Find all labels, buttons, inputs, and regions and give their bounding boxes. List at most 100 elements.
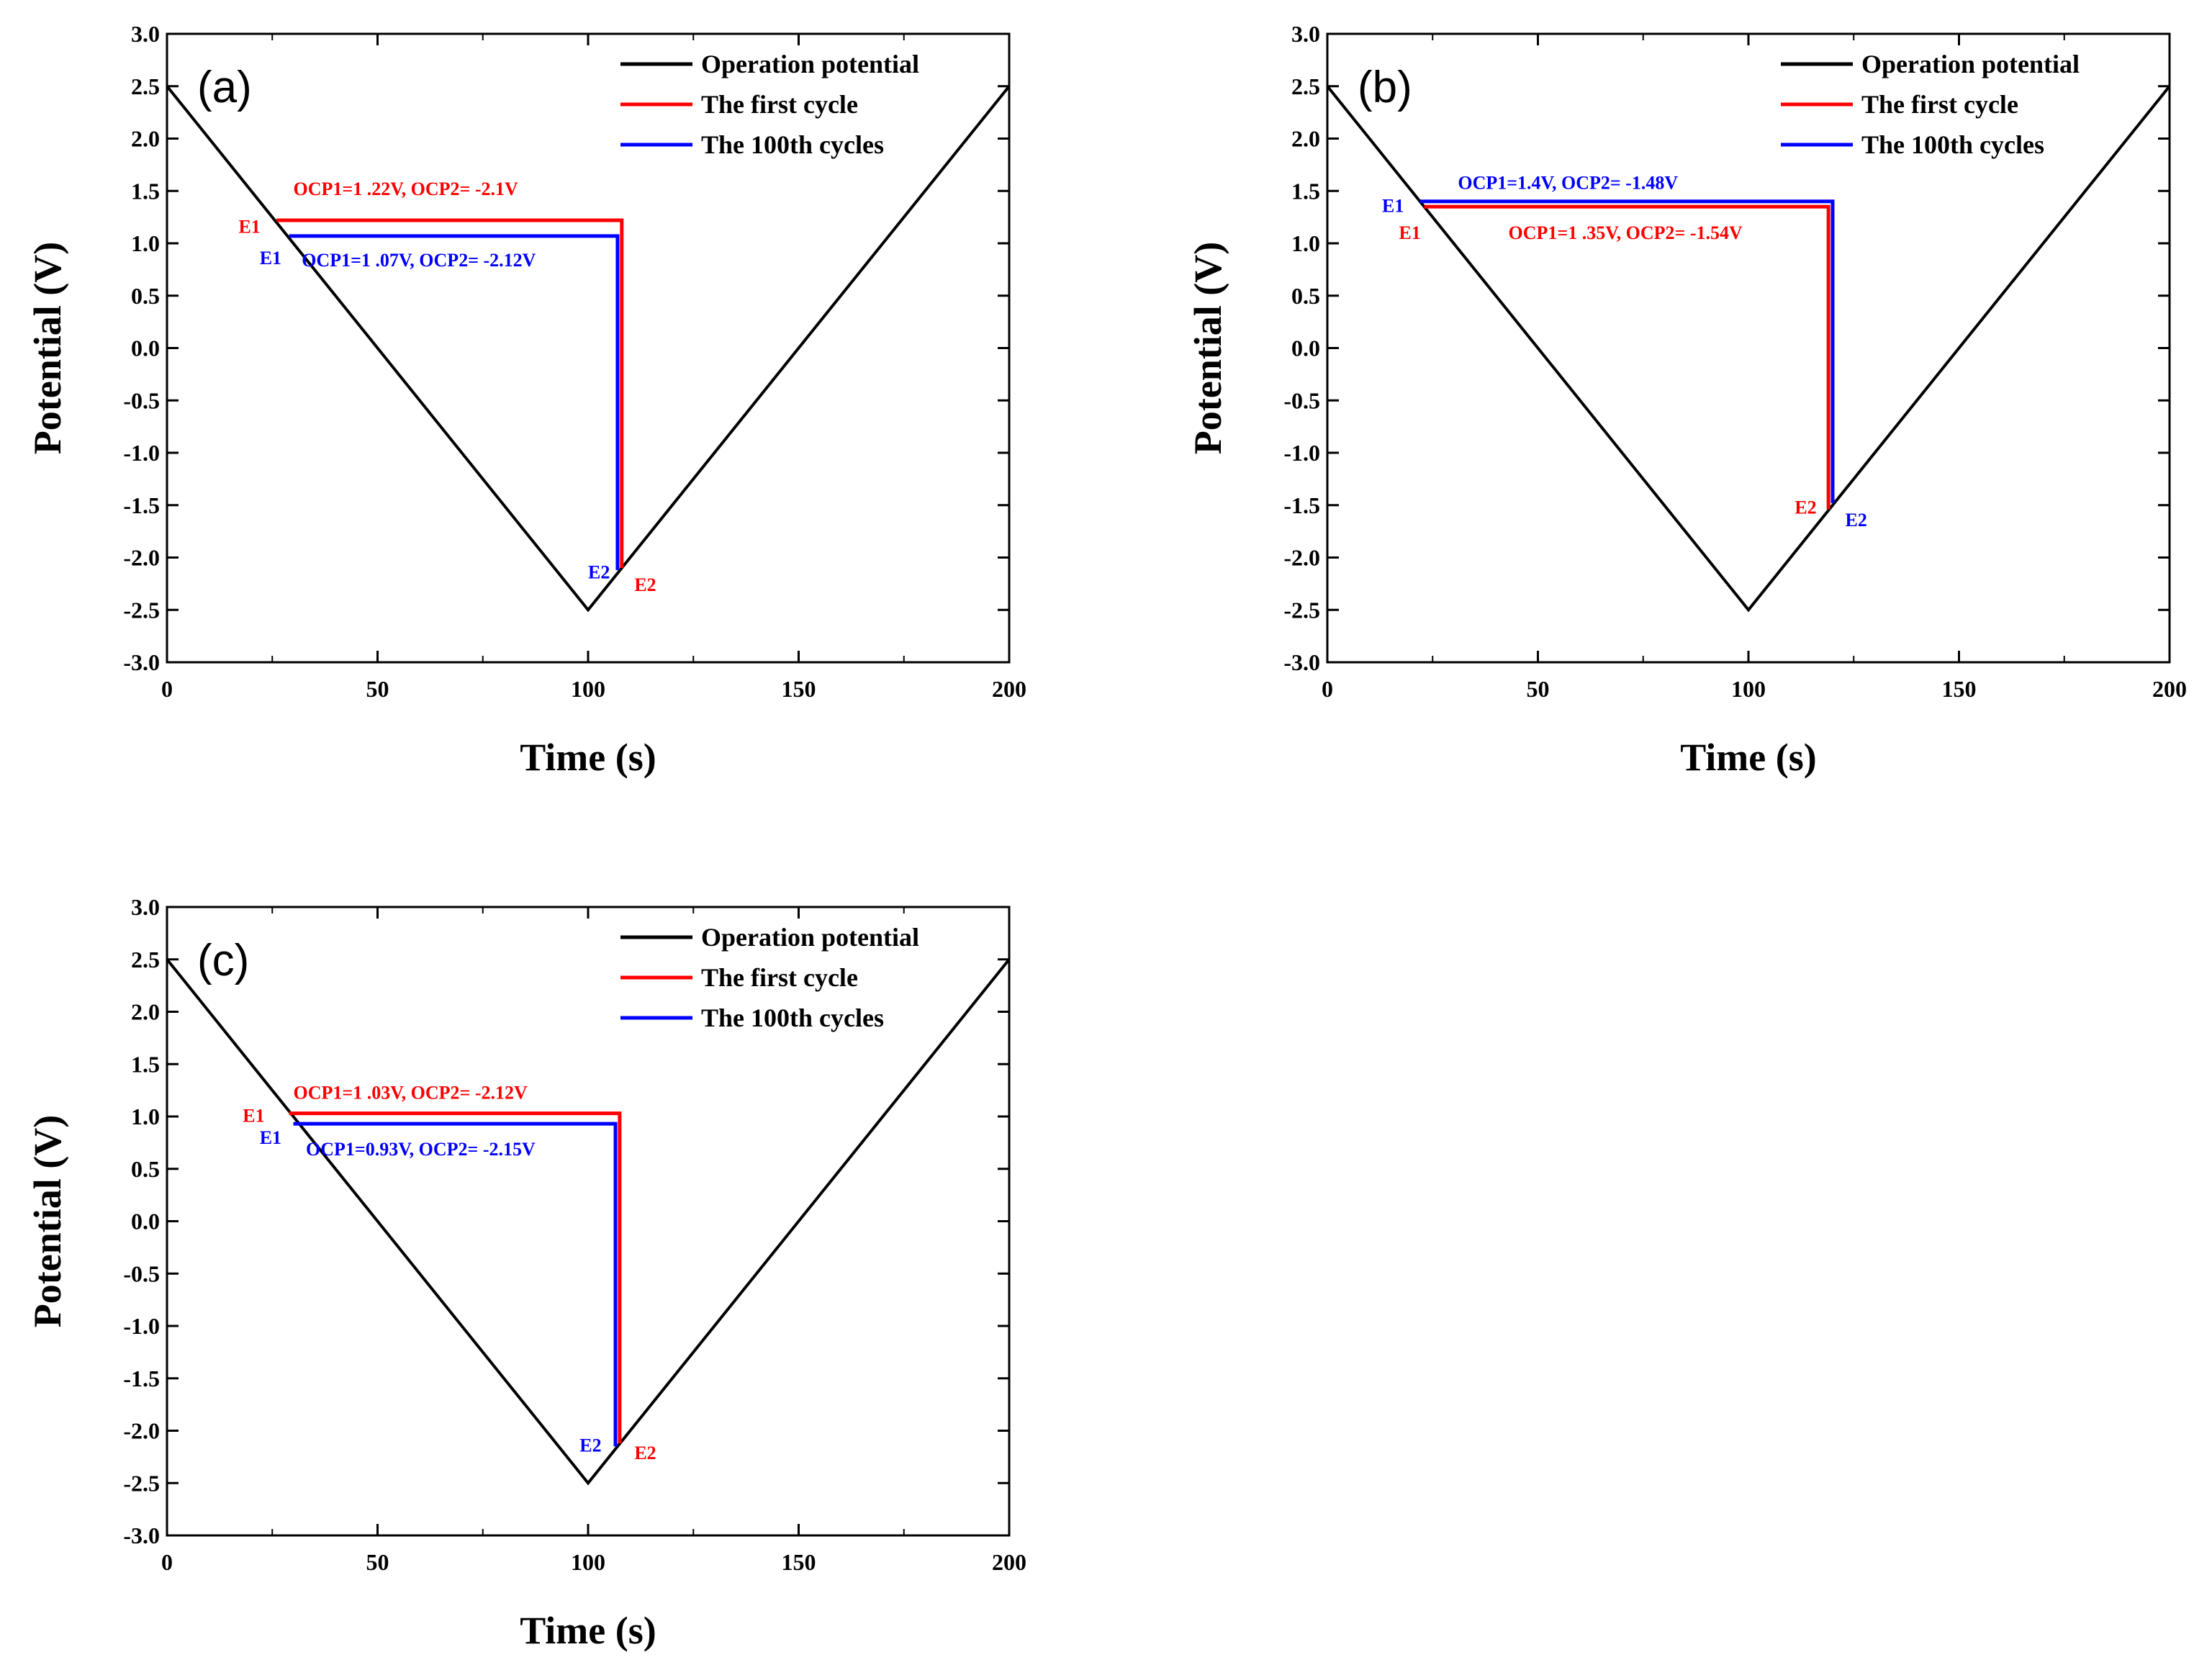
y-tick-label: -1.0 bbox=[123, 1313, 160, 1339]
x-axis-title: Time (s) bbox=[520, 1609, 656, 1652]
y-tick-label: -2.0 bbox=[123, 1418, 160, 1444]
y-tick-label: -3.0 bbox=[123, 1522, 160, 1548]
y-tick-label: -2.0 bbox=[123, 545, 160, 571]
x-tick-label: 200 bbox=[2152, 676, 2187, 702]
point-label: E2 bbox=[588, 562, 610, 583]
point-label: E2 bbox=[1795, 497, 1816, 518]
x-tick-label: 200 bbox=[992, 676, 1026, 702]
series-line-hundredth-cycles bbox=[293, 1122, 618, 1447]
y-tick-label: -2.5 bbox=[123, 597, 160, 623]
y-axis-title: Potential (V) bbox=[26, 1115, 69, 1327]
point-label: E1 bbox=[260, 248, 281, 269]
y-tick-label: 1.0 bbox=[1291, 230, 1320, 256]
y-tick-label: -2.5 bbox=[123, 1470, 160, 1496]
series-line-hundredth-cycles bbox=[289, 234, 620, 570]
ocp-annotation: OCP1=1.4V, OCP2= -1.48V bbox=[1458, 172, 1678, 193]
legend-label: The first cycle bbox=[701, 963, 858, 992]
y-tick-label: 1.0 bbox=[131, 230, 160, 256]
y-tick-label: -3.0 bbox=[1283, 649, 1320, 675]
point-label: E1 bbox=[243, 1105, 264, 1126]
y-tick-label: 1.0 bbox=[131, 1104, 160, 1129]
x-tick-label: 100 bbox=[1731, 676, 1766, 702]
y-tick-label: -2.0 bbox=[1283, 545, 1320, 571]
plot-frame bbox=[1326, 32, 2171, 664]
y-tick-label: -1.5 bbox=[123, 492, 160, 518]
x-tick-label: 0 bbox=[161, 1549, 173, 1575]
y-tick-label: 2.5 bbox=[131, 73, 160, 99]
y-axis-title: Potential (V) bbox=[26, 242, 69, 454]
y-tick-label: 0.0 bbox=[131, 335, 160, 361]
x-tick-label: 0 bbox=[161, 676, 173, 702]
point-label: E2 bbox=[1846, 510, 1867, 531]
ocp-annotation: OCP1=1 .07V, OCP2= -2.12V bbox=[302, 250, 536, 271]
panel-label: (b) bbox=[1358, 63, 1412, 112]
y-tick-label: -1.0 bbox=[1283, 440, 1320, 466]
y-tick-label: 1.5 bbox=[131, 178, 160, 204]
panel-label: (a) bbox=[197, 63, 252, 112]
y-axis-title: Potential (V) bbox=[1186, 242, 1229, 454]
series-line-operation-potential bbox=[166, 958, 1011, 1486]
y-tick-label: 3.0 bbox=[131, 21, 160, 47]
y-tick-label: 2.0 bbox=[131, 126, 160, 152]
y-tick-label: -0.5 bbox=[1283, 387, 1320, 413]
x-axis-title: Time (s) bbox=[1680, 736, 1816, 779]
x-tick-label: 0 bbox=[1322, 676, 1333, 702]
y-tick-label: -1.5 bbox=[123, 1366, 160, 1391]
y-tick-label: 0.5 bbox=[131, 283, 160, 309]
series-line-hundredth-cycles bbox=[1419, 199, 1835, 503]
chart-panel-2: 0 50 100 150 200 3.0 2.5 2.0 1.5 1.0 0.5 0.0 -0.5 -1.… bbox=[1186, 21, 2187, 779]
y-tick-label: 0.5 bbox=[131, 1156, 160, 1182]
ocp-annotation: OCP1=1 .03V, OCP2= -2.12V bbox=[294, 1082, 528, 1103]
x-tick-label: 150 bbox=[1942, 676, 1977, 702]
legend-label: Operation potential bbox=[701, 50, 919, 78]
chart-panel-1: 0 50 100 150 200 3.0 2.5 2.0 1.5 1.0 0.5 0.0 -0.5 -1.… bbox=[26, 21, 1026, 779]
x-tick-label: 50 bbox=[366, 1549, 389, 1575]
series-line-first-cycle bbox=[1424, 204, 1830, 510]
x-tick-label: 200 bbox=[992, 1549, 1026, 1575]
y-tick-label: 0.0 bbox=[1291, 335, 1320, 361]
y-tick-label: -1.5 bbox=[1283, 492, 1320, 518]
x-tick-label: 50 bbox=[1527, 676, 1550, 702]
x-tick-label: 50 bbox=[366, 676, 389, 702]
legend-label: The first cycle bbox=[701, 90, 858, 119]
y-tick-label: 0.0 bbox=[131, 1209, 160, 1235]
chart-panel-3: 0 50 100 150 200 3.0 2.5 2.0 1.5 1.0 0.5 0.0 -0.5 -1.… bbox=[26, 894, 1026, 1652]
point-label: E2 bbox=[634, 1443, 656, 1463]
x-tick-label: 100 bbox=[571, 1549, 605, 1575]
point-label: E1 bbox=[238, 216, 260, 237]
point-label: E1 bbox=[1382, 195, 1404, 216]
y-tick-label: 2.5 bbox=[1291, 73, 1320, 99]
point-label: E2 bbox=[634, 574, 656, 595]
y-tick-label: -3.0 bbox=[123, 649, 160, 675]
ocp-annotation: OCP1=1 .22V, OCP2= -2.1V bbox=[294, 179, 518, 199]
series-line-first-cycle bbox=[289, 1111, 622, 1443]
series-line-operation-potential bbox=[166, 85, 1011, 613]
legend-label: Operation potential bbox=[701, 923, 919, 952]
series-line-first-cycle bbox=[276, 218, 624, 569]
x-tick-label: 100 bbox=[571, 676, 605, 702]
y-tick-label: -1.0 bbox=[123, 440, 160, 466]
point-label: E2 bbox=[579, 1435, 601, 1456]
x-axis-title: Time (s) bbox=[520, 736, 656, 779]
y-tick-label: -0.5 bbox=[123, 387, 160, 413]
ocp-annotation: OCP1=1 .35V, OCP2= -1.54V bbox=[1509, 222, 1743, 243]
y-tick-label: 2.0 bbox=[1291, 126, 1320, 152]
legend-label: Operation potential bbox=[1861, 50, 2080, 78]
point-label: E1 bbox=[260, 1127, 281, 1148]
y-tick-label: 3.0 bbox=[1291, 21, 1320, 47]
x-tick-label: 150 bbox=[782, 676, 816, 702]
ocp-annotation: OCP1=0.93V, OCP2= -2.15V bbox=[306, 1139, 536, 1160]
y-tick-label: 2.0 bbox=[131, 999, 160, 1025]
y-tick-label: 1.5 bbox=[131, 1051, 160, 1077]
panel-label: (c) bbox=[197, 936, 249, 985]
legend-label: The 100th cycles bbox=[1861, 130, 2044, 159]
legend-label: The 100th cycles bbox=[701, 130, 884, 159]
legend-label: The 100th cycles bbox=[701, 1003, 884, 1032]
x-tick-label: 150 bbox=[782, 1549, 816, 1575]
series-line-operation-potential bbox=[1326, 85, 2171, 613]
y-tick-label: 1.5 bbox=[1291, 178, 1320, 204]
y-tick-label: 0.5 bbox=[1291, 283, 1320, 309]
point-label: E1 bbox=[1399, 222, 1420, 243]
y-tick-label: 3.0 bbox=[131, 894, 160, 920]
